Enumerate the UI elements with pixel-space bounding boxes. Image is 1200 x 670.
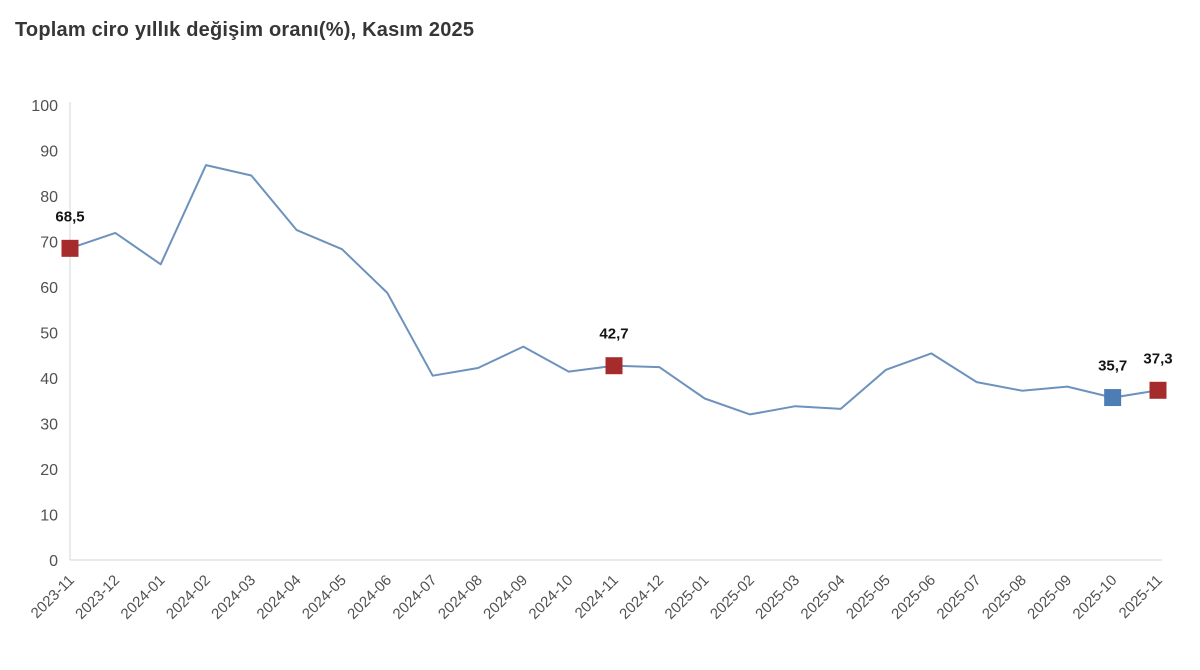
x-tick-label: 2024-09 [480, 572, 531, 623]
x-tick-label: 2024-04 [254, 572, 305, 623]
y-tick-label: 90 [40, 144, 58, 161]
x-tick-label: 2025-09 [1024, 572, 1075, 623]
x-tick-label: 2024-05 [299, 572, 350, 623]
x-tick-label: 2024-08 [435, 572, 486, 623]
x-tick-label: 2025-11 [1116, 572, 1166, 622]
data-label-2025-10: 35,7 [1098, 358, 1127, 375]
marker-2024-11[interactable] [605, 357, 623, 375]
y-tick-label: 40 [40, 371, 58, 388]
y-tick-label: 10 [40, 508, 58, 525]
point-markers [61, 239, 1167, 407]
y-tick-label: 50 [40, 326, 58, 343]
x-tick-label: 2025-10 [1070, 572, 1121, 623]
y-axis: 0 10 20 30 40 50 60 70 80 90 100 [31, 98, 58, 570]
axis-lines [69, 102, 1162, 561]
series-line [69, 164, 1159, 416]
x-tick-label: 2025-08 [979, 572, 1030, 623]
y-tick-label: 70 [40, 235, 58, 252]
series [69, 164, 1159, 416]
x-tick-label: 2024-03 [208, 572, 259, 623]
data-label-2023-11: 68,5 [55, 208, 84, 225]
y-tick-label: 80 [40, 189, 58, 206]
x-tick-label: 2024-02 [163, 572, 214, 623]
data-label-2024-11: 42,7 [599, 326, 628, 343]
x-tick-label: 2025-04 [798, 572, 849, 623]
x-tick-label: 2025-01 [662, 572, 713, 623]
x-tick-label: 2024-07 [390, 572, 441, 623]
x-tick-label: 2023-11 [28, 572, 78, 622]
x-axis: 2023-112023-122024-012024-022024-032024-… [28, 572, 1166, 623]
x-tick-label: 2024-11 [572, 572, 622, 622]
y-tick-label: 0 [49, 553, 58, 570]
x-tick-label: 2024-10 [526, 572, 577, 623]
x-tick-label: 2025-05 [843, 572, 894, 623]
x-tick-label: 2024-01 [118, 572, 169, 623]
x-tick-label: 2025-03 [752, 572, 803, 623]
x-tick-label: 2025-02 [707, 572, 758, 623]
marker-2023-11[interactable] [61, 239, 79, 257]
y-tick-label: 100 [31, 98, 58, 115]
x-tick-label: 2025-06 [888, 572, 939, 623]
y-tick-label: 20 [40, 462, 58, 479]
data-labels: 68,5 42,7 35,7 37,3 [55, 208, 1172, 374]
x-tick-label: 2024-12 [616, 572, 667, 623]
y-tick-label: 30 [40, 417, 58, 434]
y-tick-label: 60 [40, 280, 58, 297]
x-tick-label: 2025-07 [934, 572, 985, 623]
x-tick-label: 2023-12 [72, 572, 123, 623]
x-tick-label: 2024-06 [344, 572, 395, 623]
chart-title: Toplam ciro yıllık değişim oranı(%), Kas… [15, 19, 475, 41]
marker-2025-11[interactable] [1149, 381, 1167, 399]
marker-2025-10[interactable] [1104, 389, 1122, 407]
data-label-2025-11: 37,3 [1143, 350, 1172, 367]
